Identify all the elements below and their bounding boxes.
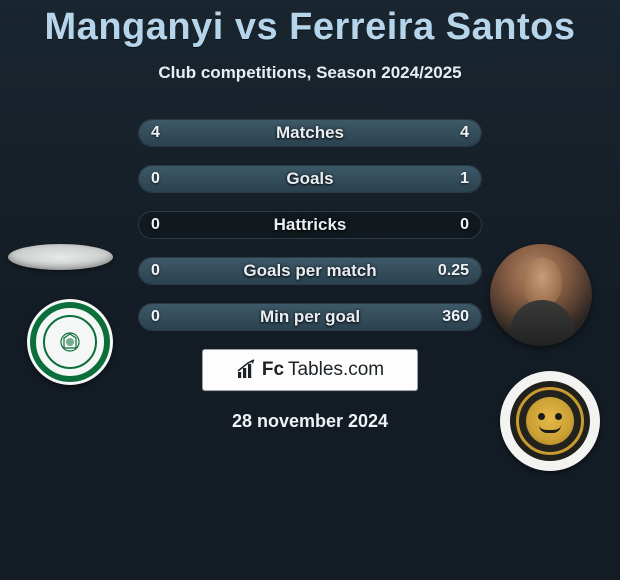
player-right-avatar [490,244,592,346]
brand-icon [236,359,258,381]
player-right-club-badge [500,371,600,471]
stat-label: Goals per match [139,258,481,284]
brand-text-tables: Tables.com [288,359,384,381]
stat-row: 0360Min per goal [138,303,482,331]
page-title: Manganyi vs Ferreira Santos [0,0,620,49]
brand-text-fc: Fc [262,359,284,381]
stat-row: 44Matches [138,119,482,147]
stat-label: Matches [139,120,481,146]
brand-box[interactable]: FcTables.com [202,349,418,391]
stat-row: 01Goals [138,165,482,193]
stat-label: Hattricks [139,212,481,238]
stat-label: Min per goal [139,304,481,330]
stat-bars: 44Matches 01Goals 00Hattricks 00.25Goals pe… [138,119,482,349]
page-subtitle: Club competitions, Season 2024/2025 [0,63,620,83]
stat-row: 00.25Goals per match [138,257,482,285]
stat-label: Goals [139,166,481,192]
player-left-club-badge [27,299,113,385]
stat-row: 00Hattricks [138,211,482,239]
player-left-avatar [8,244,113,270]
comparison-card: Manganyi vs Ferreira Santos Club competi… [0,0,620,432]
stats-area: 44Matches 01Goals 00Hattricks 00.25Goals pe… [0,119,620,339]
